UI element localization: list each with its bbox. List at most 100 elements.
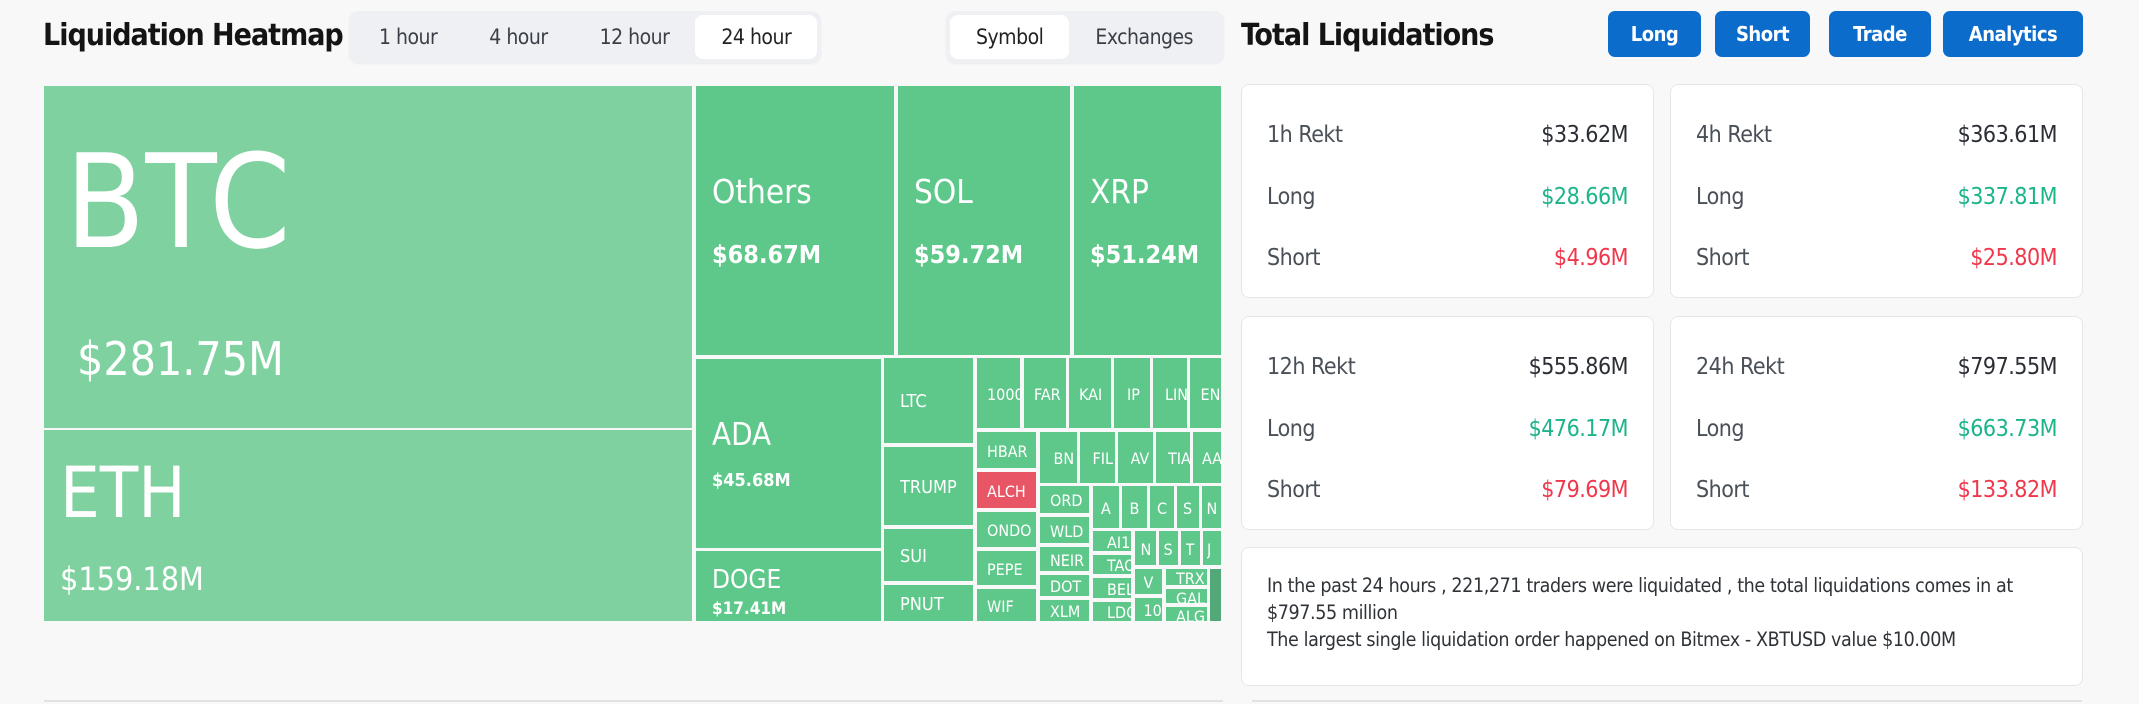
cell-symbol: XLM	[1050, 602, 1081, 621]
treemap-cell-sui[interactable]: SUI	[884, 529, 975, 583]
cell-value: $17.41M	[712, 599, 787, 619]
treemap-cell-tao[interactable]: TAO	[1093, 555, 1133, 576]
cell-symbol: ETH	[60, 455, 186, 532]
tab-symbol[interactable]: Symbol	[950, 15, 1070, 59]
long-label: Long	[1267, 416, 1316, 442]
treemap-cell-aa[interactable]: AA	[1193, 432, 1223, 485]
cell-symbol: XRP	[1090, 173, 1149, 211]
treemap-cell-10[interactable]: 10	[1135, 598, 1164, 623]
cell-symbol: N	[1140, 539, 1152, 559]
cell-symbol: TRX	[1176, 569, 1205, 587]
treemap-cell-trump[interactable]: TRUMP	[884, 447, 975, 527]
analytics-button[interactable]: Analytics	[1943, 11, 2083, 57]
treemap-cell-1000[interactable]: 1000	[977, 358, 1022, 430]
cell-symbol: C	[1157, 498, 1168, 518]
treemap-cell-a[interactable]: A	[1093, 486, 1121, 530]
long-label: Long	[1267, 184, 1316, 210]
treemap-cell-v[interactable]: V	[1135, 569, 1164, 596]
treemap-cell-en[interactable]: EN	[1190, 358, 1223, 430]
cell-symbol: SUI	[900, 545, 927, 567]
treemap-cell-n[interactable]: N	[1135, 531, 1158, 567]
treemap-cell-other[interactable]	[1210, 569, 1223, 623]
treemap-cell-others[interactable]: Others $68.67M	[696, 86, 896, 357]
cell-symbol: ORD	[1050, 491, 1083, 510]
treemap-cell-alg[interactable]: ALG	[1166, 607, 1209, 623]
tab-4-hour[interactable]: 4 hour	[489, 25, 548, 49]
cell-symbol: Others	[712, 173, 812, 211]
treemap-cell-j[interactable]: J	[1203, 531, 1223, 567]
long-label: Long	[1696, 184, 1745, 210]
cell-symbol: T	[1185, 539, 1195, 559]
treemap-cell-xrp[interactable]: XRP $51.24M	[1074, 86, 1223, 357]
treemap-cell-kai[interactable]: KAI	[1069, 358, 1113, 430]
treemap-cell-bn[interactable]: BN	[1040, 432, 1079, 485]
treemap-cell-ada[interactable]: ADA $45.68M	[696, 359, 883, 550]
treemap-cell-hbar[interactable]: HBAR	[977, 432, 1038, 470]
heatmap-title: Liquidation Heatmap	[43, 18, 344, 53]
treemap-cell-n[interactable]: N	[1202, 486, 1223, 530]
short-label: Short	[1696, 245, 1750, 271]
tab-24-hour[interactable]: 24 hour	[695, 15, 818, 59]
tab-12-hour[interactable]: 12 hour	[599, 25, 670, 49]
treemap-cell-gal[interactable]: GAL	[1166, 589, 1209, 605]
treemap-cell-ip[interactable]: IP	[1114, 358, 1152, 430]
cell-symbol: FIL	[1092, 449, 1114, 468]
short-label: Short	[1267, 477, 1321, 503]
long-value: $476.17M	[1528, 416, 1629, 442]
treemap-cell-wld[interactable]: WLD	[1040, 517, 1091, 545]
treemap-cell-btc[interactable]: BTC $281.75M	[44, 86, 694, 430]
cell-symbol: HBAR	[987, 441, 1028, 461]
short-label: Short	[1696, 477, 1750, 503]
treemap-cell-alch[interactable]: ALCH	[977, 472, 1038, 510]
trade-button[interactable]: Trade	[1829, 11, 1931, 57]
tab-exchanges[interactable]: Exchanges	[1095, 25, 1194, 49]
cell-symbol: ALG	[1176, 607, 1206, 623]
cell-symbol: PNUT	[900, 593, 944, 615]
treemap-cell-s[interactable]: S	[1159, 531, 1180, 567]
treemap-cell-ltc[interactable]: LTC	[884, 358, 975, 445]
treemap-cell-pepe[interactable]: PEPE	[977, 551, 1038, 587]
treemap-cell-dot[interactable]: DOT	[1040, 575, 1091, 598]
cell-symbol: TRUMP	[900, 476, 957, 498]
rekt-total: $363.61M	[1957, 122, 2058, 148]
rekt-period-label: 24h Rekt	[1696, 354, 1785, 380]
rekt-period-label: 12h Rekt	[1267, 354, 1356, 380]
cell-symbol: BTC	[65, 130, 291, 274]
short-value: $133.82M	[1957, 477, 2058, 503]
treemap-cell-lin[interactable]: LIN	[1153, 358, 1189, 430]
tab-1-hour[interactable]: 1 hour	[379, 25, 438, 49]
treemap-cell-c[interactable]: C	[1150, 486, 1176, 530]
treemap-cell-tia[interactable]: TIA	[1156, 432, 1192, 485]
cell-symbol: KAI	[1079, 384, 1103, 404]
treemap-cell-ai1[interactable]: AI1	[1093, 531, 1133, 553]
long-value: $337.81M	[1957, 184, 2058, 210]
short-value: $4.96M	[1553, 245, 1629, 271]
treemap-cell-pnut[interactable]: PNUT	[884, 585, 975, 623]
cell-symbol: FAR	[1034, 384, 1061, 404]
treemap-cell-xlm[interactable]: XLM	[1040, 600, 1091, 623]
treemap-cell-wif[interactable]: WIF	[977, 589, 1038, 623]
treemap-cell-t[interactable]: T	[1181, 531, 1202, 567]
treemap-cell-fil[interactable]: FIL	[1080, 432, 1117, 485]
treemap-cell-sol[interactable]: SOL $59.72M	[898, 86, 1072, 357]
short-button[interactable]: Short	[1715, 11, 1810, 57]
treemap-cell-ord[interactable]: ORD	[1040, 486, 1091, 515]
treemap-cell-s[interactable]: S	[1177, 486, 1201, 530]
treemap-cell-trx[interactable]: TRX	[1166, 569, 1209, 587]
treemap-cell-doge[interactable]: DOGE $17.41M	[696, 551, 883, 623]
cell-symbol: BEL	[1107, 579, 1133, 599]
cell-symbol: V	[1143, 573, 1154, 592]
treemap-cell-ldo[interactable]: LDO	[1093, 602, 1133, 623]
treemap-cell-ondo[interactable]: ONDO	[977, 512, 1038, 549]
treemap-cell-b[interactable]: B	[1122, 486, 1149, 530]
treemap-cell-eth[interactable]: ETH $159.18M	[44, 430, 694, 623]
treemap-cell-neir[interactable]: NEIR	[1040, 547, 1091, 573]
long-button[interactable]: Long	[1608, 11, 1701, 57]
treemap-cell-far[interactable]: FAR	[1024, 358, 1068, 430]
treemap-cell-av[interactable]: AV	[1118, 432, 1155, 485]
short-label: Short	[1267, 245, 1321, 271]
treemap-cell-bel[interactable]: BEL	[1093, 578, 1133, 600]
short-value: $25.80M	[1970, 245, 2057, 271]
rekt-card: 24h Rekt $797.55M Long $663.73M Short $133.…	[1670, 316, 2083, 530]
liquidation-summary: In the past 24 hours , 221,271 traders w…	[1241, 547, 2083, 686]
